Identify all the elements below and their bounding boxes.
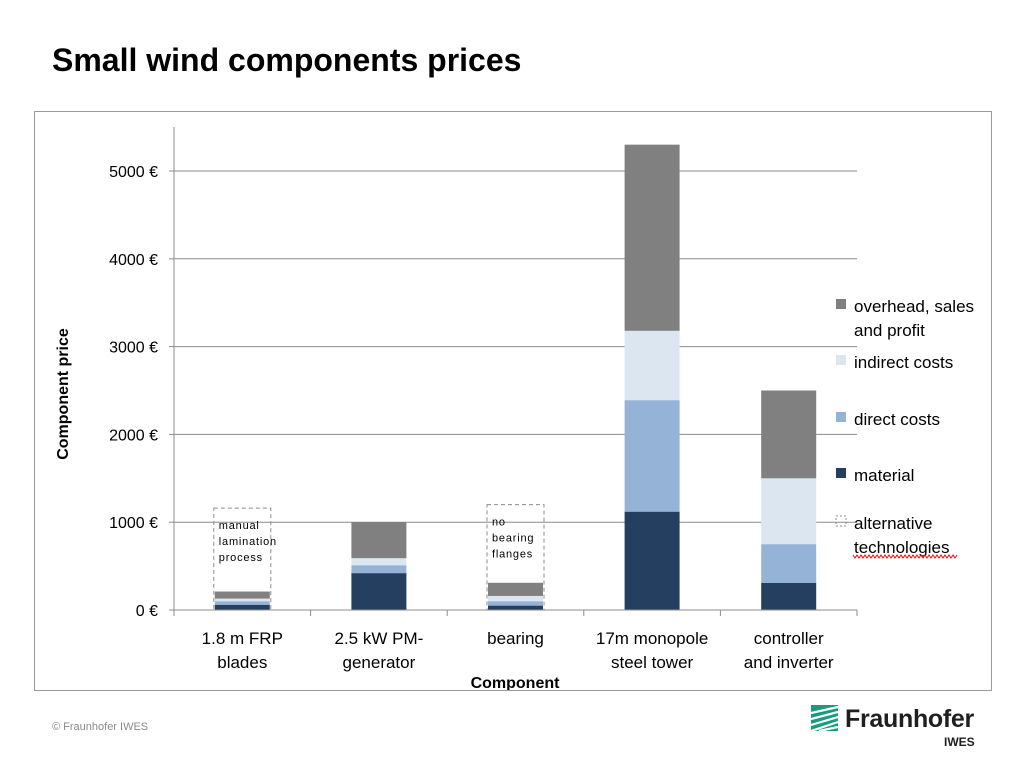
bar-material [624,511,680,610]
legend-label: material [854,466,914,485]
x-category-label: steel tower [611,653,694,672]
logo-wordmark: Fraunhofer [845,705,974,733]
bar-direct-costs [761,544,817,583]
alternative-technology-note: lamination [219,536,277,548]
alternative-technology-note: bearing [492,533,534,545]
bar-material [488,605,543,610]
bar-indirect-costs [761,478,817,545]
y-tick-label: 0 € [136,603,158,620]
legend-label: technologies [854,538,949,557]
legend-item: overhead, sales and profit [836,297,974,340]
bar-direct-costs [214,601,270,605]
alternative-technology-note: no [492,517,506,529]
x-category-label: 17m monopole [596,629,708,648]
alternative-technology-note: manual [219,520,260,532]
y-tick-label: 1000 € [109,515,158,532]
legend-swatch [835,515,847,527]
bar-overhead-sales-and-profit [351,522,407,559]
alternative-technology-note: flanges [492,549,533,561]
bars [214,144,817,610]
x-category-label: blades [217,653,267,672]
bar-indirect-costs [214,598,270,602]
bar-overhead-sales-and-profit [214,591,270,599]
axes: 0 € 1000 € 2000 € 3000 € 4000 € 5000 € 1.8 m F… [55,127,858,690]
legend-label: alternative [854,514,932,533]
legend-label: indirect costs [854,353,953,372]
bar-overhead-sales-and-profit [624,144,680,331]
legend-item: direct costs [836,410,940,429]
x-category-label: generator [343,653,416,672]
y-axis-title: Component price [55,328,72,460]
bar-direct-costs [488,601,543,606]
stacked-bar-chart: manuallaminationprocessnobearingflanges … [55,127,974,690]
y-tick-label: 4000 € [109,252,158,269]
x-category-label: bearing [487,629,544,648]
legend-item: alternative technologies [835,514,949,557]
legend-label: direct costs [854,410,940,429]
copyright-notice: © Fraunhofer IWES [52,721,149,733]
alternative-technology-note: process [219,552,263,564]
x-axis-title: Component [471,675,561,690]
fraunhofer-logo[interactable]: Fraunhofer IWES [811,704,981,752]
gridlines [174,170,857,523]
bar-material [761,582,817,610]
chart-frame: manual lamination process no bearing flanges … [34,111,992,691]
bar-indirect-costs [351,558,407,566]
bar-indirect-costs [488,595,543,602]
bar-overhead-sales-and-profit [488,582,543,596]
legend-label: and profit [854,321,925,340]
x-category-label: controller [754,629,824,648]
bar-overhead-sales-and-profit [761,390,817,479]
y-tick-label: 3000 € [109,340,158,357]
spellcheck-underline [852,554,958,559]
x-category-label: 1.8 m FRP [202,629,283,648]
x-category-label: 2.5 kW PM- [335,629,424,648]
y-tick-label: 5000 € [109,164,158,181]
legend-swatch [836,412,846,422]
logo-subtitle: IWES [944,735,975,749]
legend-item: indirect costs [836,353,953,372]
bar-direct-costs [624,400,680,512]
bar-direct-costs [351,565,407,574]
legend-swatch [836,355,846,365]
legend-swatch [836,299,846,309]
legend-swatch [836,468,846,478]
alternative-technology-boxes: manual lamination process no bearing flanges [213,504,545,611]
slide-title: Small wind components prices [52,42,522,78]
alternative-technology-box [213,507,272,611]
y-tick-label: 2000 € [109,427,158,444]
bar-material [214,604,270,610]
legend-label: overhead, sales [854,297,974,316]
legend-item: material [836,466,914,485]
fraunhofer-mark-icon [811,705,838,731]
legend: overhead, sales and profit indirect costs d… [835,297,974,559]
bar-indirect-costs [624,330,680,401]
x-category-label: and inverter [744,653,834,672]
bar-material [351,573,407,610]
